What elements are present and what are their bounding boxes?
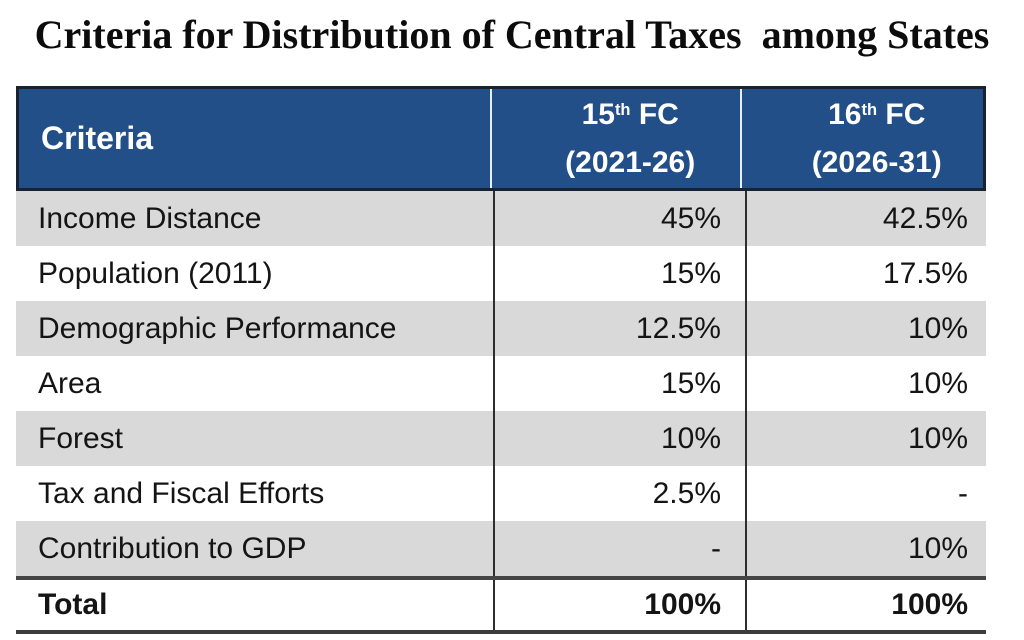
header-fc15-number: 15 [581,98,615,131]
table-row: Contribution to GDP - 10% [16,521,986,576]
row-value-fc15: 10% [493,411,745,466]
table-row: Tax and Fiscal Efforts 2.5% - [16,466,986,521]
row-label: Demographic Performance [38,311,397,345]
row-label: Income Distance [38,201,262,235]
header-fc15-suffix: FC [630,98,679,131]
row-value-fc16: 17.5% [745,246,986,301]
row-value-fc16: 10% [745,411,986,466]
row-value-fc15: 12.5% [493,301,745,356]
tax-distribution-table: Criteria 15th FC (2021-26) 16th FC (2026… [16,86,986,634]
header-fc16-suffix: FC [877,98,926,131]
header-fc16-number: 16 [828,98,862,131]
header-cell-fc15: 15th FC (2021-26) [489,89,741,188]
total-value-fc15: 100% [493,580,745,630]
header-cell-criteria: Criteria [41,120,154,156]
header-fc15-period: (2021-26) [565,146,696,179]
header-cell-fc16: 16th FC (2026-31) [740,89,983,188]
row-label: Area [38,366,102,400]
row-value-fc16: 10% [745,356,986,411]
row-label: Tax and Fiscal Efforts [38,476,325,510]
row-value-fc16: 10% [745,301,986,356]
header-fc15-ordinal: th [614,100,631,119]
row-value-fc16: 10% [745,521,986,576]
row-label: Population (2011) [38,256,273,290]
table-row: Population (2011) 15% 17.5% [16,246,986,301]
page-title: Criteria for Distribution of Central Tax… [34,12,990,57]
table-header-row: Criteria 15th FC (2021-26) 16th FC (2026… [16,86,986,191]
total-value-fc16: 100% [745,580,986,630]
row-value-fc15: - [493,521,745,576]
row-value-fc15: 15% [493,356,745,411]
header-fc16-period: (2026-31) [811,146,942,179]
header-fc15-name: 15th FC [582,93,679,141]
row-label: Forest [38,421,124,455]
row-value-fc16: 42.5% [745,191,986,246]
table-row: Demographic Performance 12.5% 10% [16,301,986,356]
row-label: Contribution to GDP [38,531,307,565]
table-row: Income Distance 45% 42.5% [16,191,986,246]
header-fc16-ordinal: th [861,100,878,119]
row-value-fc16: - [745,466,986,521]
header-fc16-name: 16th FC [828,93,925,141]
row-value-fc15: 15% [493,246,745,301]
table-total-row: Total 100% 100% [16,576,986,634]
row-value-fc15: 2.5% [493,466,745,521]
table-row: Area 15% 10% [16,356,986,411]
table-row: Forest 10% 10% [16,411,986,466]
row-value-fc15: 45% [493,191,745,246]
total-label: Total [38,588,108,621]
